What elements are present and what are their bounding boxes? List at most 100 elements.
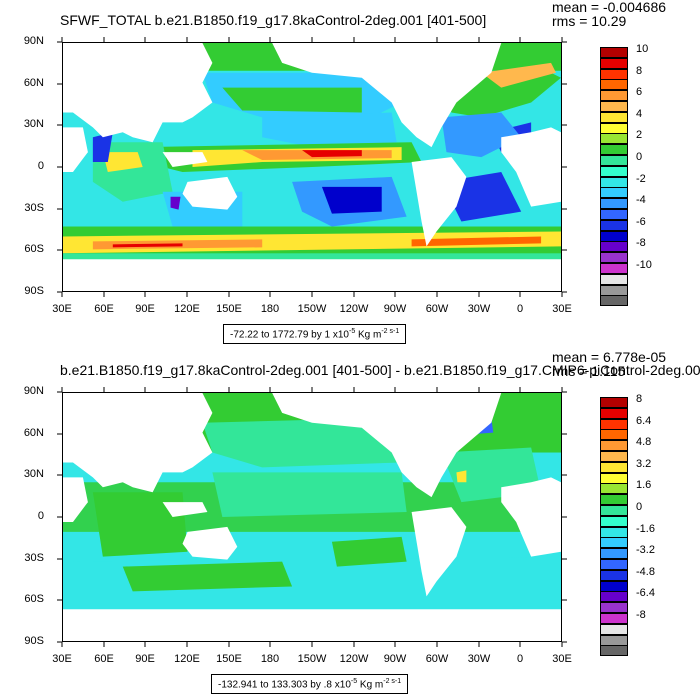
bottom-lat-label-30n: 30N: [23, 468, 44, 480]
colorbar-cell: [600, 284, 628, 296]
top-lon-label: 90E: [135, 303, 155, 315]
colorbar-cell: [600, 187, 628, 199]
colorbar-cell: [600, 90, 628, 102]
bottom-lon-label: 60W: [425, 653, 449, 665]
bottom-lat-label-60n: 60N: [23, 427, 44, 439]
top-lon-label: 180: [260, 303, 280, 315]
colorbar-cell: [600, 418, 628, 430]
colorbar-label: 2: [636, 129, 643, 142]
bottom-map-field: [63, 393, 561, 641]
colorbar-cell: [600, 47, 628, 58]
bottom-lat-label-0: 0: [37, 510, 44, 522]
colorbar-cell: [600, 241, 628, 253]
colorbar-label: -10: [636, 259, 652, 271]
colorbar-label: -4.8: [636, 565, 655, 578]
colorbar-label: 4: [636, 107, 643, 120]
colorbar-cell: [600, 505, 628, 516]
colorbar-label: 10: [636, 43, 649, 55]
top-range-unit: Kg m: [355, 329, 382, 341]
top-lat-label-30n: 30N: [23, 118, 44, 130]
colorbar-label: 0: [636, 501, 643, 513]
colorbar-cell: [600, 397, 628, 408]
colorbar-label: -4: [636, 194, 646, 207]
colorbar-cell: [600, 263, 628, 274]
colorbar-cell: [600, 57, 628, 69]
bottom-map-axes: [57, 387, 567, 647]
bottom-range-unit: Kg m: [357, 679, 384, 691]
bottom-lat-label-60s: 60S: [24, 593, 44, 605]
top-range-exp: -5: [348, 328, 356, 335]
bottom-lon-label: 150W: [297, 653, 327, 665]
top-lon-label: 30E: [552, 303, 572, 315]
bottom-map-plot: [62, 392, 562, 642]
colorbar-cell: [600, 155, 628, 166]
top-map-panel: SFWF_TOTAL b.e21.B1850.f19_g17.8kaContro…: [23, 0, 666, 345]
colorbar-label: -2: [636, 172, 646, 185]
colorbar-cell: [600, 494, 628, 506]
colorbar-label: -8: [636, 237, 646, 250]
bottom-lon-label: 90W: [383, 653, 407, 665]
bottom-lat-label-90n: 90N: [23, 385, 44, 397]
colorbar-cell: [600, 252, 628, 264]
colorbar-label: -1.6: [636, 522, 655, 535]
top-map-stats: mean = -0.004686 rms = 10.29: [552, 0, 666, 28]
colorbar-cell: [600, 461, 628, 473]
colorbar-cell: [600, 613, 628, 624]
colorbar-cell: [600, 515, 628, 527]
bottom-lon-label: 0: [516, 653, 524, 665]
top-map-axes: [57, 37, 567, 297]
colorbar-cell: [600, 176, 628, 188]
colorbar-cell: [600, 591, 628, 603]
bottom-lat-label-90s: 90S: [24, 635, 44, 647]
bottom-rms-text: rms = 1.115: [552, 363, 626, 379]
bottom-lon-label: 30E: [552, 653, 572, 665]
top-lat-label-90s: 90S: [24, 285, 44, 297]
top-map-field: [63, 43, 561, 291]
colorbar-cell: [600, 209, 628, 220]
colorbar-cell: [600, 133, 628, 145]
bottom-range-exp: -5: [350, 678, 358, 685]
top-mean-text: mean = -0.004686: [552, 0, 667, 15]
colorbar-cell: [600, 580, 628, 592]
colorbar-cell: [600, 219, 628, 231]
top-lon-label: 150E: [216, 303, 242, 315]
top-lat-label-60n: 60N: [23, 77, 44, 89]
bottom-lon-label: 150E: [216, 653, 242, 665]
top-rms-text: rms = 10.29: [552, 13, 627, 29]
bottom-range-info: -132.941 to 133.303 by .8 x10-5 Kg m-2 s…: [211, 674, 409, 695]
top-lon-label: 30E: [52, 303, 72, 315]
bottom-lon-label: 30W: [467, 653, 491, 665]
colorbar-cell: [600, 623, 628, 635]
top-range-unit-exp: -2 s-1: [381, 328, 400, 335]
bottom-range-unit-exp: -2 s-1: [383, 678, 402, 685]
top-lon-label: 120W: [339, 303, 369, 315]
colorbar-cell: [600, 526, 628, 538]
top-lon-label: 30W: [467, 303, 491, 315]
colorbar-label: 8: [636, 393, 643, 405]
colorbar-label: -6: [636, 215, 646, 228]
colorbar-label: -3.2: [636, 544, 655, 557]
colorbar-cell: [600, 429, 628, 441]
colorbar-cell: [600, 548, 628, 560]
top-range-text: -72.22 to 1772.79 by 1 x10: [230, 329, 349, 341]
bottom-map-stats: mean = 6.778e-05 rms = 1.115: [552, 350, 666, 378]
colorbar-cell: [600, 273, 628, 285]
bottom-lon-label: 60E: [94, 653, 114, 665]
top-map-plot: [62, 42, 562, 292]
top-lon-label: 60W: [425, 303, 449, 315]
colorbar-label: 0: [636, 151, 643, 163]
top-map-title: SFWF_TOTAL b.e21.B1850.f19_g17.8kaContro…: [60, 12, 487, 28]
colorbar-cell: [600, 165, 628, 177]
colorbar-cell: [600, 295, 628, 307]
colorbar-cell: [600, 122, 628, 134]
colorbar-cell: [600, 645, 628, 657]
top-lat-label-60s: 60S: [24, 243, 44, 255]
top-lon-label: 150W: [297, 303, 327, 315]
bottom-range-text: -132.941 to 133.303 by .8 x10: [218, 679, 351, 691]
top-lon-label: 90W: [383, 303, 407, 315]
colorbar-cell: [600, 407, 628, 419]
colorbar-label: -6.4: [636, 587, 655, 600]
top-lat-label-0: 0: [37, 160, 44, 172]
colorbar-cell: [600, 569, 628, 581]
colorbar-cell: [600, 559, 628, 570]
